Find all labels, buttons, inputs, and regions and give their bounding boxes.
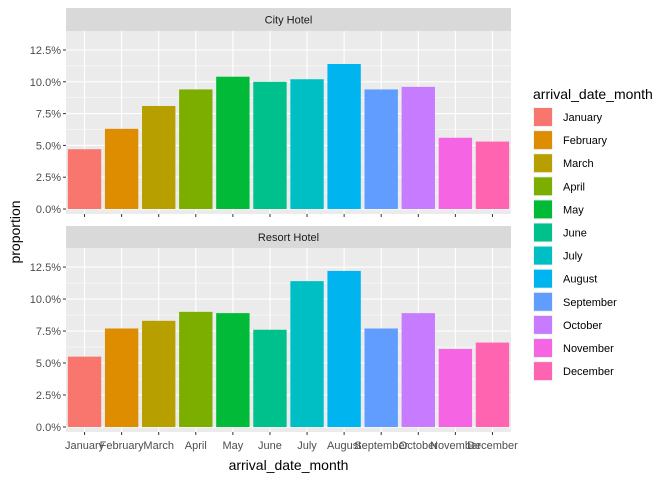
bar-may [216, 76, 250, 210]
legend-label: July [563, 251, 583, 263]
y-tick-label: 10.0% [30, 77, 61, 89]
y-axis-title: proportion [7, 200, 23, 263]
legend-label: February [563, 135, 608, 147]
x-tick-label: May [222, 440, 243, 452]
bar-october [401, 86, 435, 209]
bar-october [401, 313, 435, 427]
legend-swatch-july [534, 246, 552, 265]
legend-label: March [563, 158, 594, 170]
bar-september [364, 89, 398, 209]
legend-label: October [563, 320, 602, 332]
legend-label: January [563, 112, 603, 124]
bar-january [67, 356, 102, 427]
legend-swatch-february [534, 131, 552, 150]
bar-july [290, 79, 324, 209]
legend-label: August [563, 274, 597, 286]
bar-february [104, 328, 139, 427]
legend-swatch-january [534, 108, 552, 126]
x-tick-label: March [143, 440, 174, 452]
facet-strip [66, 8, 511, 31]
facet-strip-label: City Hotel [265, 15, 313, 27]
y-tick-label: 12.5% [30, 262, 61, 274]
bar-november [438, 137, 473, 209]
y-tick-label: 12.5% [30, 45, 61, 57]
legend-swatch-march [534, 154, 552, 173]
y-tick-label: 2.5% [36, 390, 61, 402]
bar-december [475, 141, 510, 209]
legend-label: September [563, 297, 617, 309]
legend-label: May [563, 204, 584, 216]
x-tick-label: February [100, 440, 145, 452]
facet-strip-label: Resort Hotel [258, 232, 319, 244]
x-tick-label: November [430, 440, 481, 452]
bar-august [327, 270, 361, 427]
facet-panel-2: Resort Hotel 0.0% 2.5% 5.0% 7.5% 10.0% 12.5% [30, 226, 511, 435]
bar-august [327, 63, 361, 210]
legend-swatch-december [534, 362, 552, 381]
y-tick-label: 7.5% [36, 109, 61, 121]
legend-label: November [563, 343, 614, 355]
legend: arrival_date_month January February March Ap… [533, 86, 653, 382]
x-tick-label: December [467, 440, 518, 452]
legend-label: April [563, 181, 585, 193]
y-tick-label: 2.5% [36, 172, 61, 184]
x-tick-label: April [185, 440, 207, 452]
bar-may [216, 313, 250, 427]
y-tick-label: 5.0% [36, 358, 61, 370]
bar-december [475, 342, 510, 427]
bar-june [253, 81, 287, 209]
panel-background [66, 31, 511, 214]
legend-label: June [563, 228, 587, 240]
legend-label: December [563, 366, 614, 378]
bar-march [142, 105, 176, 209]
x-tick-label: July [297, 440, 317, 452]
legend-swatch-september [534, 292, 552, 311]
x-tick-label: June [258, 440, 282, 452]
bar-february [104, 128, 139, 209]
legend-swatch-june [534, 223, 552, 242]
legend-swatch-october [534, 315, 552, 334]
y-tick-label: 0.0% [36, 204, 61, 216]
legend-title: arrival_date_month [533, 86, 653, 102]
legend-swatch-august [534, 269, 552, 288]
x-axis-title: arrival_date_month [229, 457, 349, 473]
y-tick-label: 5.0% [36, 140, 61, 152]
bar-november [438, 348, 473, 427]
legend-swatch-may [534, 200, 552, 219]
facet-strip [66, 226, 511, 248]
panel-background [66, 248, 511, 432]
bar-july [290, 281, 324, 427]
bar-april [179, 311, 213, 427]
y-tick-label: 10.0% [30, 294, 61, 306]
x-tick-label: September [354, 440, 408, 452]
facet-panel-1: City Hotel 0.0% 2.5% 5.0% 7.5% 10.0% 12.5% [30, 8, 511, 217]
bar-june [253, 329, 287, 427]
legend-swatch-april [534, 177, 552, 196]
x-tick-label: October [399, 440, 438, 452]
bar-january [67, 149, 102, 209]
legend-swatch-november [534, 339, 552, 357]
x-tick-label: January [65, 440, 105, 452]
y-tick-label: 0.0% [36, 422, 61, 434]
x-tick-label: August [327, 440, 361, 452]
bar-march [142, 320, 176, 427]
bar-april [179, 89, 213, 209]
y-tick-label: 7.5% [36, 326, 61, 338]
bar-september [364, 328, 398, 427]
